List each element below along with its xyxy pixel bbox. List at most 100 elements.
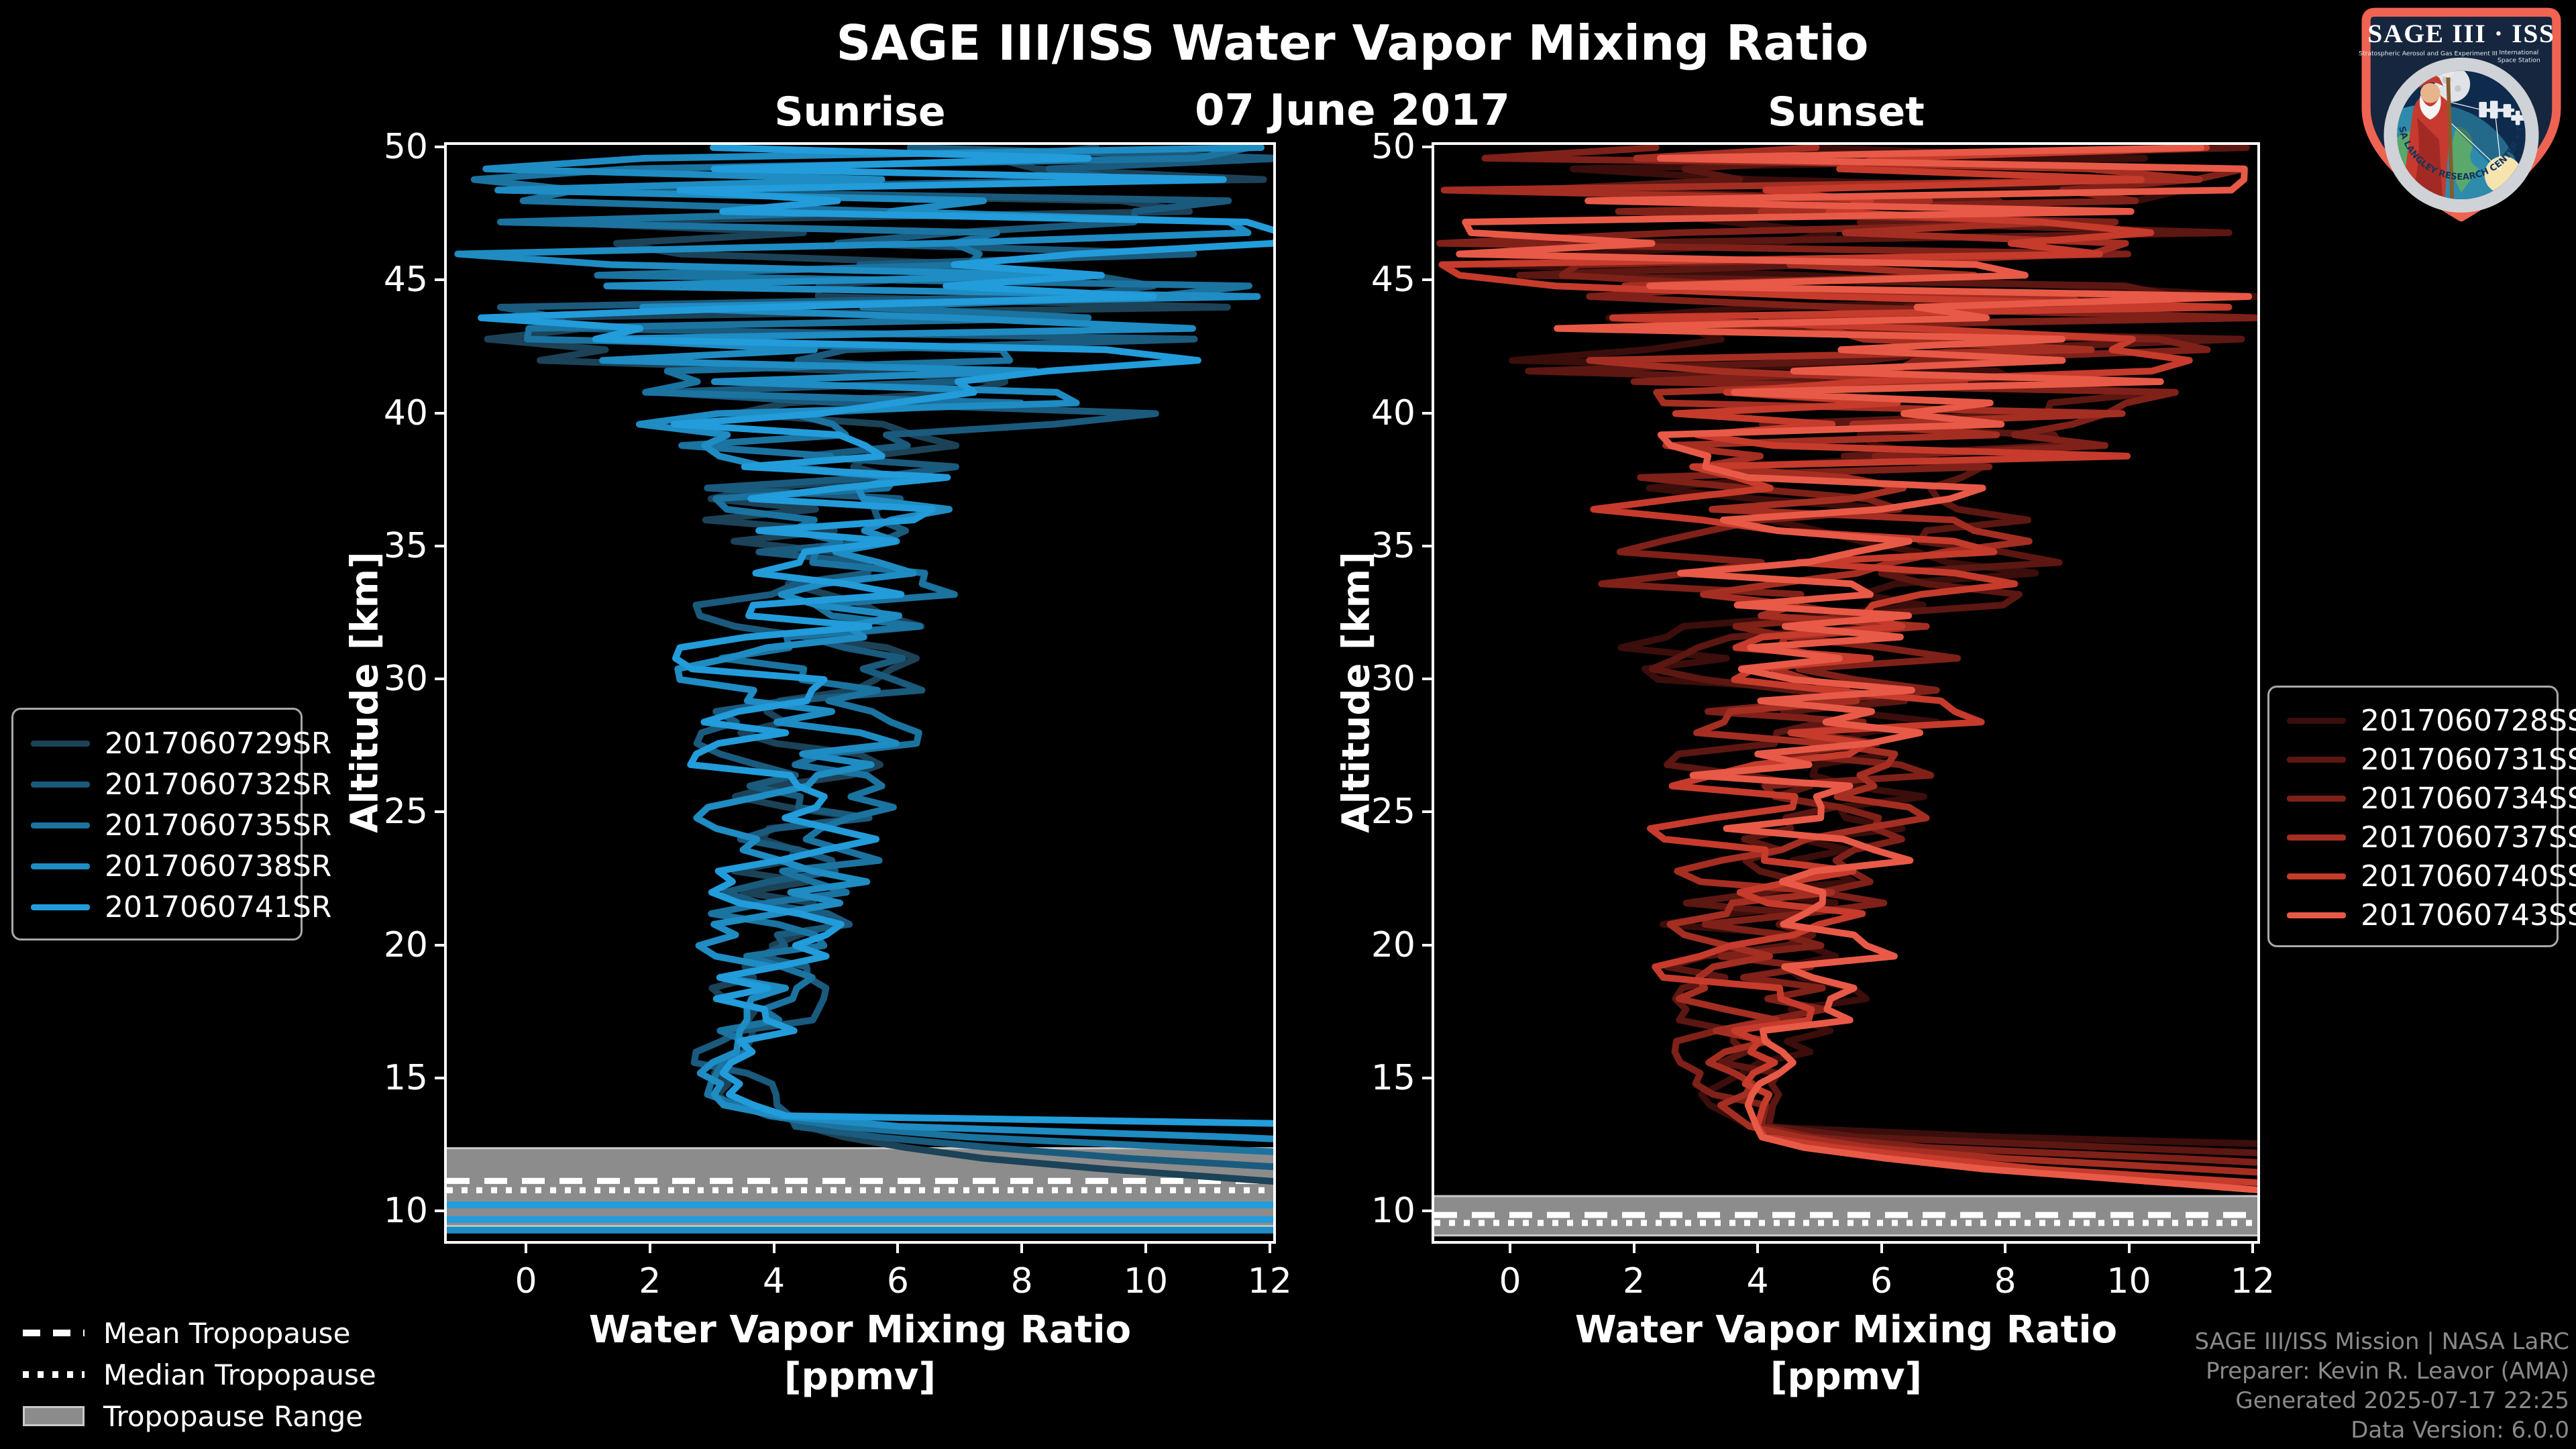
panel-title-sunset: Sunset [1768, 89, 1925, 136]
y-tick-label: 25 [1371, 792, 1415, 833]
legend-sunrise: 2017060729SR 2017060732SR 2017060735SR 2017… [11, 708, 331, 941]
legend-series-label: 2017060740SS [2361, 859, 2576, 894]
x-tick-label: 12 [2230, 1261, 2275, 1301]
y-tick-mark [435, 146, 445, 148]
x-tick-mark [2251, 1243, 2254, 1253]
profile-line-2017060734SS [1436, 145, 2257, 1166]
legend-series-label: 2017060731SS [2361, 742, 2576, 777]
y-tick-label: 45 [1371, 260, 1415, 301]
legend-series-label: 2017060728SS [2361, 703, 2576, 738]
x-tick-label: 2 [1622, 1261, 1646, 1301]
y-tick-mark [435, 943, 445, 947]
y-tick-mark [435, 411, 445, 415]
legend-row: 2017060738SR [31, 846, 331, 887]
y-tick-mark [1422, 1076, 1432, 1079]
y-tick-mark [1422, 278, 1432, 282]
x-tick-label: 0 [1499, 1261, 1521, 1301]
y-tick-mark [1422, 146, 1432, 148]
legend-line-swatch [31, 741, 90, 747]
x-tick-label: 8 [1010, 1261, 1033, 1301]
sage-iss-mission-patch-logo: SAGE III · ISS Stratospheric Aerosol and… [2351, 7, 2561, 221]
x-tick-label: 0 [515, 1261, 537, 1301]
legend-line-swatch [2287, 834, 2346, 841]
x-tick-mark [1756, 1243, 1759, 1253]
attribution-line: SAGE III/ISS Mission | NASA LaRC [2194, 1328, 2569, 1355]
x-tick-mark [525, 1243, 527, 1253]
y-tick-label: 20 [1371, 924, 1415, 965]
x-tick-label: 6 [886, 1261, 909, 1301]
tropopause-legend-swatch [23, 1364, 85, 1385]
legend-row: 2017060743SS [2287, 896, 2576, 934]
x-tick-mark [772, 1243, 775, 1253]
y-tick-mark [435, 1076, 445, 1079]
x-tick-label: 8 [1994, 1261, 2017, 1301]
legend-series-label: 2017060737SS [2361, 820, 2576, 855]
x-tick-label: 6 [1870, 1261, 1893, 1301]
x-tick-mark [1144, 1243, 1147, 1253]
profile-line-2017060738SR [447, 145, 1273, 1234]
legend-line-swatch [2287, 912, 2346, 918]
legend-row: 2017060737SS [2287, 818, 2576, 857]
tropopause-legend-label: Mean Tropopause [103, 1316, 351, 1350]
sage-staff [2446, 75, 2455, 200]
tropopause-legend-label: Median Tropopause [103, 1358, 376, 1391]
y-tick-mark [435, 544, 445, 547]
patch-ring [2383, 57, 2539, 213]
x-tick-mark [1020, 1243, 1024, 1253]
legend-row: 2017060729SR [31, 723, 331, 764]
legend-row: 2017060734SS [2287, 779, 2576, 818]
legend-line-swatch [31, 904, 90, 910]
y-tick-label: 35 [1371, 525, 1415, 566]
band-swatch [23, 1406, 85, 1426]
y-tick-label: 30 [383, 659, 428, 699]
legend-row: 2017060735SR [31, 805, 331, 846]
y-tick-label: 15 [1371, 1057, 1415, 1098]
patch-title: SAGE III · ISS [2367, 19, 2555, 48]
x-axis-label-line1: Water Vapor Mixing Ratio [1574, 1308, 2118, 1352]
x-axis-label-line2: [ppmv] [784, 1355, 936, 1399]
y-tick-label: 35 [383, 525, 428, 566]
sunrise-plot-area [444, 142, 1276, 1244]
x-tick-mark [2004, 1243, 2006, 1253]
x-tick-mark [2127, 1243, 2131, 1253]
y-tick-mark [1422, 810, 1432, 814]
tropopause-legend-row: Median Tropopause [23, 1354, 376, 1395]
legend-line-swatch [2287, 873, 2346, 879]
y-tick-label: 10 [383, 1191, 428, 1231]
legend-line-swatch [2287, 795, 2346, 802]
y-tick-label: 15 [383, 1057, 428, 1098]
x-axis-label-sunset: Water Vapor Mixing Ratio [ppmv] [1575, 1307, 2117, 1401]
legend-series-label: 2017060743SS [2361, 898, 2576, 932]
legend-series-label: 2017060735SR [105, 808, 332, 843]
attribution-block: SAGE III/ISS Mission | NASA LaRC Preparer… [2194, 1327, 2569, 1445]
page-title: SAGE III/ISS Water Vapor Mixing Ratio [836, 15, 1869, 71]
y-tick-label: 40 [383, 392, 428, 433]
y-tick-label: 45 [383, 260, 428, 301]
patch-subtitle-right1: International [2499, 49, 2538, 56]
x-tick-label: 2 [639, 1261, 661, 1301]
tropopause-legend-row: Mean Tropopause [23, 1312, 376, 1354]
legend-series-label: 2017060741SR [105, 890, 332, 924]
legend-row: 2017060728SS [2287, 701, 2576, 740]
legend-line-swatch [31, 863, 90, 869]
x-tick-mark [896, 1243, 900, 1253]
patch-subtitle-right2: Space Station [2498, 56, 2540, 64]
dotted-swatch [23, 1371, 85, 1378]
x-tick-label: 4 [1746, 1261, 1769, 1301]
y-tick-label: 10 [1371, 1191, 1415, 1231]
x-axis-label-sunrise: Water Vapor Mixing Ratio [ppmv] [589, 1307, 1131, 1401]
legend-row: 2017060740SS [2287, 857, 2576, 896]
y-tick-mark [435, 810, 445, 814]
profile-line-2017060743SS [1456, 145, 2257, 1193]
y-tick-mark [435, 1210, 445, 1212]
legend-series-label: 2017060734SS [2361, 781, 2576, 816]
y-tick-label: 50 [383, 127, 428, 167]
legend-series-label: 2017060738SR [105, 849, 332, 883]
y-tick-label: 40 [1371, 392, 1415, 433]
tropopause-legend: Mean Tropopause Median Tropopause Tropopau… [23, 1312, 376, 1437]
x-tick-mark [648, 1243, 651, 1253]
y-tick-mark [435, 678, 445, 680]
x-axis-label-line2: [ppmv] [1770, 1355, 1923, 1399]
legend-series-label: 2017060732SR [105, 767, 332, 802]
